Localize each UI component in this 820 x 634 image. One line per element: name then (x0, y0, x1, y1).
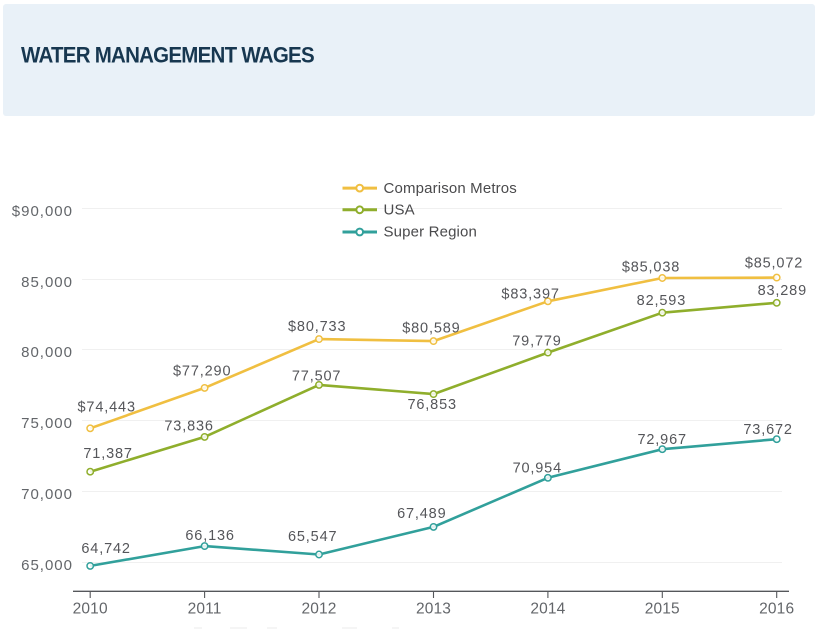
svg-text:71,387: 71,387 (83, 446, 132, 462)
svg-text:2011: 2011 (188, 601, 222, 618)
svg-text:$85,038: $85,038 (622, 260, 680, 276)
svg-text:2015: 2015 (645, 601, 680, 618)
svg-text:82,593: 82,593 (637, 293, 686, 309)
svg-text:73,836: 73,836 (164, 419, 213, 435)
svg-text:73,672: 73,672 (743, 422, 792, 438)
svg-text:$74,443: $74,443 (78, 400, 136, 416)
svg-text:76,853: 76,853 (407, 397, 456, 413)
svg-text:2014: 2014 (530, 601, 565, 618)
svg-text:Super Region: Super Region (384, 224, 478, 241)
svg-text:$83,397: $83,397 (501, 287, 559, 303)
svg-text:$80,589: $80,589 (402, 320, 460, 336)
svg-text:$85,072: $85,072 (745, 256, 803, 272)
svg-text:64,742: 64,742 (81, 541, 130, 557)
svg-text:65,000: 65,000 (21, 557, 73, 574)
svg-text:80,000: 80,000 (21, 344, 73, 361)
svg-text:85,000: 85,000 (21, 274, 73, 291)
svg-text:2010: 2010 (73, 601, 108, 618)
svg-text:$80,733: $80,733 (288, 319, 346, 335)
svg-text:66,136: 66,136 (185, 528, 234, 544)
svg-text:$77,290: $77,290 (173, 363, 231, 379)
svg-text:65,547: 65,547 (288, 529, 337, 545)
svg-text:2013: 2013 (416, 601, 451, 618)
svg-text:$90,000: $90,000 (12, 203, 73, 220)
svg-text:70,000: 70,000 (21, 486, 73, 503)
svg-text:USA: USA (384, 202, 415, 219)
svg-text:67,489: 67,489 (397, 506, 446, 522)
svg-text:79,779: 79,779 (512, 334, 561, 350)
svg-text:70,954: 70,954 (513, 461, 562, 477)
svg-text:83,289: 83,289 (758, 283, 807, 299)
svg-text:77,507: 77,507 (292, 369, 341, 385)
svg-text:75,000: 75,000 (21, 415, 73, 432)
svg-text:72,967: 72,967 (637, 432, 686, 448)
svg-text:Comparison Metros: Comparison Metros (384, 180, 517, 197)
svg-text:2012: 2012 (301, 601, 336, 618)
svg-text:2016: 2016 (759, 601, 794, 618)
